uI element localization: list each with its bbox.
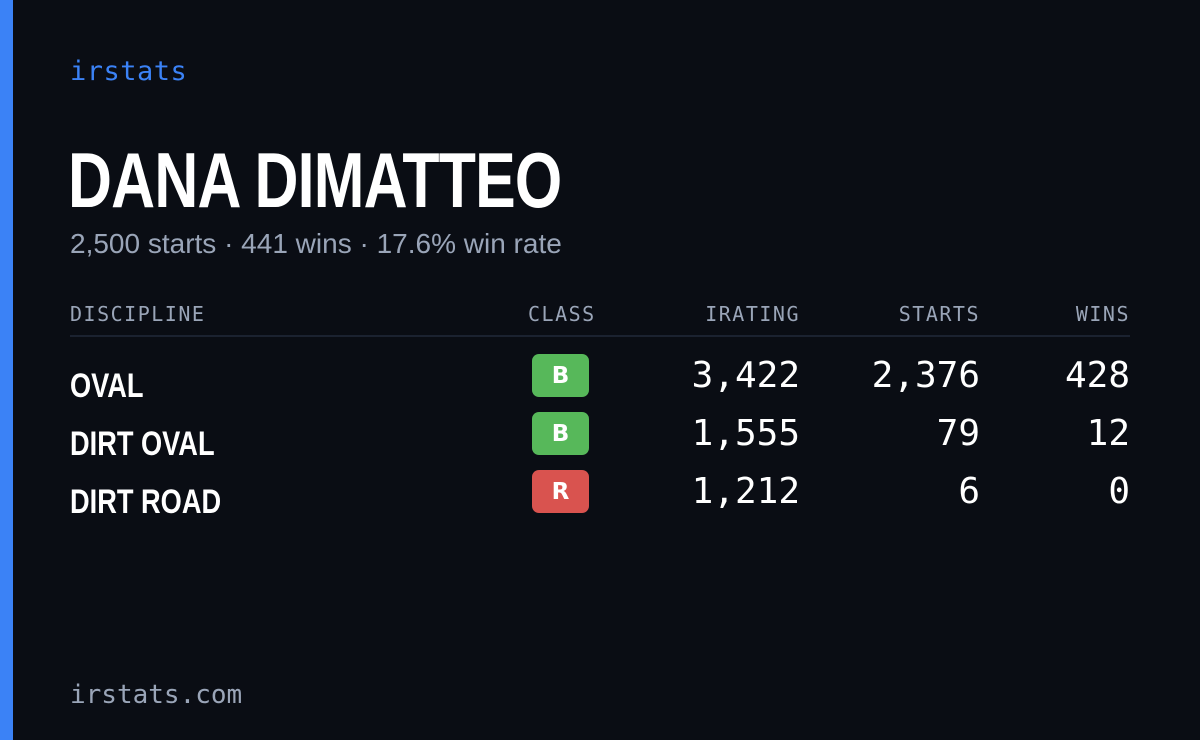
discipline-name: OVAL [70,367,144,405]
starts-value: 6 [958,471,980,512]
header-wins: WINS [1075,302,1130,326]
class-badge: R [532,470,589,513]
discipline-name: DIRT OVAL [70,425,215,463]
starts-value: 2,376 [871,355,980,396]
brand-logo-text: irstats [70,56,188,87]
discipline-table: DISCIPLINE CLASS IRATING STARTS WINS OVA… [70,296,1130,526]
header-class: CLASS [528,302,596,326]
discipline-name: DIRT ROAD [70,483,222,521]
wins-value: 0 [1108,471,1130,512]
header-starts: STARTS [898,302,980,326]
class-badge: B [532,412,589,455]
table-row: DIRT ROAD R 1,212 6 0 [70,468,1130,526]
driver-summary: 2,500 starts · 441 wins · 17.6% win rate [70,228,562,259]
starts-value: 79 [936,413,980,454]
header-discipline: DISCIPLINE [70,302,206,326]
driver-name: DANA DIMATTEO [68,136,562,224]
table-row: DIRT OVAL B 1,555 79 12 [70,410,1130,468]
irating-value: 3,422 [691,355,800,396]
accent-bar [0,0,13,740]
table-body: OVAL B 3,422 2,376 428 DIRT OVAL B 1,555… [70,337,1130,526]
wins-value: 428 [1064,355,1130,396]
class-badge: B [532,354,589,397]
table-row: OVAL B 3,422 2,376 428 [70,352,1130,410]
wins-value: 12 [1086,413,1130,454]
irating-value: 1,212 [691,471,800,512]
table-header: DISCIPLINE CLASS IRATING STARTS WINS [70,296,1130,337]
footer-url: irstats.com [70,680,243,710]
irating-value: 1,555 [691,413,800,454]
header-irating: IRATING [705,302,800,326]
